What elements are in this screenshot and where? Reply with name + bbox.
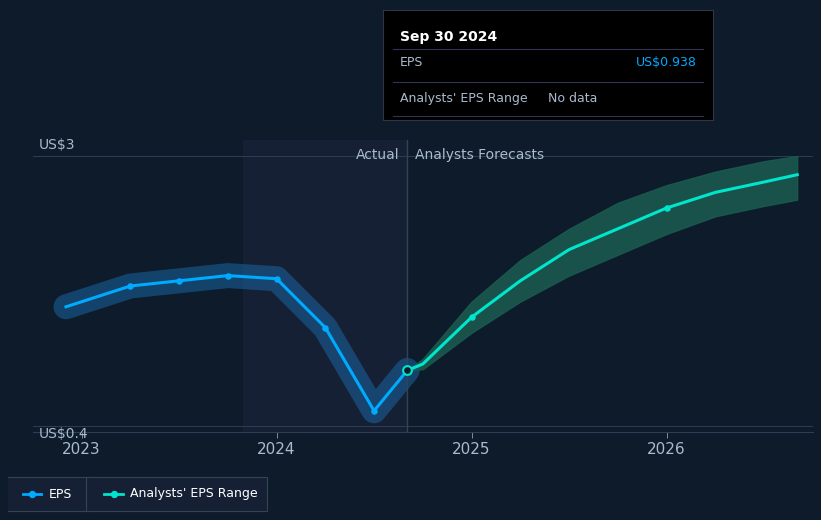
FancyBboxPatch shape: [244, 99, 407, 432]
Text: US$3: US$3: [39, 138, 76, 152]
Point: [368, 407, 381, 415]
Text: Analysts' EPS Range: Analysts' EPS Range: [400, 92, 527, 105]
Point: [660, 204, 673, 212]
Text: Sep 30 2024: Sep 30 2024: [400, 30, 497, 44]
Point: [465, 313, 478, 321]
Point: [172, 277, 186, 285]
Text: No data: No data: [548, 92, 598, 105]
Text: EPS: EPS: [400, 56, 423, 69]
Point: [319, 323, 332, 332]
Text: Analysts' EPS Range: Analysts' EPS Range: [131, 488, 258, 500]
FancyBboxPatch shape: [86, 476, 267, 512]
Point: [222, 271, 235, 280]
Point: [270, 275, 283, 283]
Point: [401, 366, 414, 374]
Text: US$0.938: US$0.938: [635, 56, 696, 69]
Text: Analysts Forecasts: Analysts Forecasts: [415, 148, 544, 162]
Text: Actual: Actual: [355, 148, 400, 162]
Point: [107, 490, 120, 498]
Point: [124, 282, 137, 290]
Text: EPS: EPS: [49, 488, 72, 500]
FancyBboxPatch shape: [4, 476, 94, 512]
Text: US$0.4: US$0.4: [39, 427, 89, 441]
Point: [25, 490, 39, 498]
